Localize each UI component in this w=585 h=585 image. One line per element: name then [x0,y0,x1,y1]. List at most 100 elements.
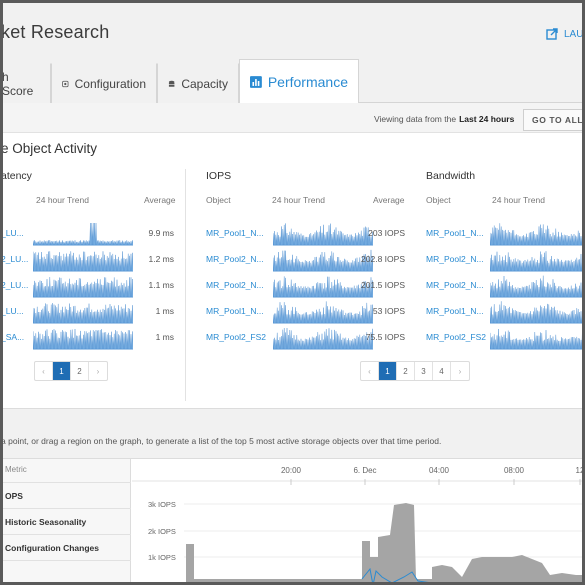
iops-object-header: Object [206,195,231,205]
trend-sparkline [33,251,133,272]
tab-bar: h Score Configuration Capacity [2,59,582,103]
iops-timeline-graph[interactable]: 20:00 6. Dec 04:00 08:00 12 3k IOPS 2k IOPS 1k… [132,459,585,585]
iops-trend-header: 24 hour Trend [272,195,325,205]
page-header: ket Research LAUNC [1,3,584,65]
page-button[interactable]: 2 [397,362,415,380]
bandwidth-object-link[interactable]: MR_Pool2_N... [426,280,484,290]
chart-icon [250,75,262,88]
latency-object-link[interactable]: _LU... [1,306,24,316]
latency-object-link[interactable]: 2_LU... [1,280,29,290]
page-button[interactable]: 2 [71,362,89,380]
iops-average-value: 75.5 IOPS [365,332,405,342]
graph-hint-text: a point, or drag a region on the graph, … [1,436,442,446]
column-divider [185,169,186,401]
bandwidth-object-link[interactable]: MR_Pool1_N... [426,228,484,238]
prev-page-button[interactable]: ‹ [35,362,53,380]
configuration-icon [62,80,69,87]
iops-object-link[interactable]: MR_Pool2_FS2 [206,332,267,342]
next-page-button[interactable]: › [458,366,462,376]
bandwidth-trend-header: 24 hour Trend [492,195,545,205]
trend-sparkline [490,275,582,298]
latency-average-value: 1 ms [155,332,174,342]
latency-average-value: 1.2 ms [148,254,174,264]
latency-object-link[interactable]: 2_LU... [1,254,29,264]
go-to-all-button[interactable]: GO TO ALL M [523,109,582,131]
bandwidth-title: Bandwidth [426,170,476,182]
time-axis-label: 20:00 [281,466,302,475]
trend-sparkline [490,301,582,324]
metric-item-configuration-changes[interactable]: Configuration Changes [3,534,131,560]
viewing-range-text: Viewing data from the Last 24 hours [374,114,514,124]
launch-label: LAUNC [564,28,584,40]
time-axis-label: 04:00 [429,466,450,475]
latency-average-value: 1.1 ms [148,280,174,290]
latency-object-link[interactable]: _LU... [1,228,24,238]
latency-title: atency [1,170,32,182]
page-button[interactable]: 3 [415,362,433,380]
trend-sparkline [33,222,133,246]
iops-average-value: 203 IOPS [368,228,405,238]
database-icon [168,80,175,87]
time-axis-label: 12 [576,466,585,475]
trend-sparkline [273,249,373,272]
page-button[interactable]: 1 [53,362,71,380]
metric-item-empty [3,560,131,582]
external-link-icon [546,28,558,40]
page-title: ket Research [1,22,110,42]
tab-health-score[interactable]: h Score [2,63,51,103]
iops-series-line [361,567,429,582]
y-axis-label: 3k IOPS [148,500,176,509]
time-axis-label: 6. Dec [353,466,376,475]
tab-label: Performance [267,73,348,90]
trend-sparkline [33,303,133,324]
iops-object-link[interactable]: MR_Pool2_N... [206,280,264,290]
latency-average-value: 1 ms [155,306,174,316]
next-page-button[interactable]: › [96,366,100,376]
bandwidth-object-link[interactable]: MR_Pool2_N... [426,254,484,264]
prev-page-button[interactable]: ‹ [361,362,379,380]
page-button[interactable]: 1 [379,362,397,380]
iops-average-header: Average [373,195,405,205]
time-range-bar: Viewing data from the Last 24 hours GO TO… [3,103,582,133]
trend-sparkline [33,328,133,350]
tab-label: Capacity [181,76,228,91]
trend-sparkline [273,276,373,298]
latency-average-value: 9.9 ms [148,228,174,238]
metric-list: Metric OPS Historic Seasonality Configur… [3,459,131,582]
latency-trend-header: 24 hour Trend [36,195,89,205]
iops-title: IOPS [206,170,232,182]
viewing-prefix: Viewing data from the [374,114,457,124]
iops-average-value: 202.8 IOPS [361,254,405,264]
tab-capacity[interactable]: Capacity [157,63,239,103]
trend-sparkline [273,301,373,324]
metric-header: Metric [5,465,27,474]
iops-object-link[interactable]: MR_Pool1_N... [206,306,264,316]
iops-average-value: 201.5 IOPS [361,280,405,290]
y-axis-label: 2k IOPS [148,527,176,536]
section-title: e Object Activity [1,141,98,156]
latency-average-header: Average [144,195,176,205]
latency-object-link[interactable]: _SA... [1,332,25,342]
bandwidth-object-link[interactable]: MR_Pool2_FS2 [426,332,487,342]
iops-average-value: 53 IOPS [372,306,405,316]
bandwidth-object-header: Object [426,195,451,205]
seasonality-band [186,503,582,582]
tab-performance[interactable]: Performance [239,59,359,103]
page-button[interactable]: 4 [433,362,451,380]
timeline-section: Metric OPS Historic Seasonality Configur… [3,458,585,585]
trend-sparkline [273,223,373,246]
bandwidth-object-link[interactable]: MR_Pool1_N... [426,306,484,316]
tab-label: h Score [2,69,34,98]
trend-sparkline [33,277,133,298]
iops-object-link[interactable]: MR_Pool1_N... [206,228,264,238]
tab-configuration[interactable]: Configuration [51,63,157,103]
y-axis-label: 1k IOPS [148,553,176,562]
metric-item-historic-seasonality[interactable]: Historic Seasonality [3,508,131,534]
trend-sparkline [273,327,373,350]
iops-object-link[interactable]: MR_Pool2_N... [206,254,264,264]
viewing-range: Last 24 hours [459,114,515,124]
trend-sparkline [490,223,582,246]
launch-link[interactable]: LAUNC [546,28,584,40]
metric-item-iops[interactable]: OPS [3,482,131,508]
tab-label: Configuration [74,76,146,91]
